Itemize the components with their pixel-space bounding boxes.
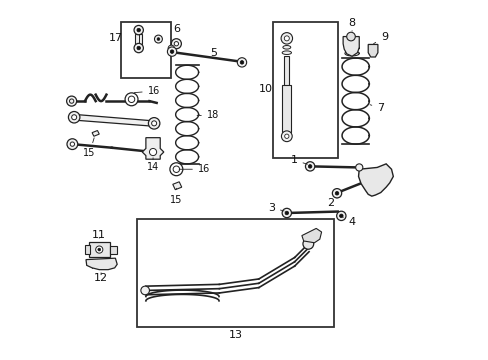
Text: 15: 15 (170, 188, 182, 205)
Circle shape (240, 60, 244, 64)
Text: 15: 15 (83, 138, 96, 158)
Text: 18: 18 (197, 111, 219, 121)
Circle shape (169, 163, 183, 176)
Text: 4: 4 (343, 217, 355, 227)
Polygon shape (92, 131, 99, 136)
Ellipse shape (282, 51, 291, 54)
Circle shape (141, 286, 149, 295)
Polygon shape (74, 114, 153, 126)
Circle shape (154, 35, 162, 43)
Polygon shape (86, 258, 117, 270)
Polygon shape (343, 37, 359, 56)
Circle shape (171, 39, 181, 49)
Text: 13: 13 (228, 330, 242, 340)
Circle shape (308, 234, 316, 242)
Circle shape (70, 142, 74, 146)
Circle shape (137, 28, 140, 32)
Text: 16: 16 (179, 164, 210, 174)
Circle shape (170, 50, 174, 53)
Text: 14: 14 (146, 158, 159, 172)
Text: 12: 12 (94, 273, 108, 283)
Circle shape (98, 248, 101, 251)
Bar (88, 242, 110, 257)
Circle shape (173, 166, 179, 172)
Circle shape (148, 118, 160, 129)
Circle shape (281, 33, 292, 44)
Circle shape (168, 45, 174, 51)
Circle shape (285, 211, 288, 215)
Bar (282, 85, 291, 132)
Bar (137, 220, 333, 327)
Ellipse shape (282, 45, 290, 49)
Circle shape (128, 96, 135, 103)
Circle shape (167, 47, 176, 56)
Circle shape (339, 214, 343, 218)
Circle shape (311, 231, 317, 237)
Circle shape (332, 189, 341, 198)
Text: 9: 9 (373, 32, 387, 44)
Circle shape (303, 238, 313, 249)
Text: 5: 5 (210, 48, 217, 58)
Polygon shape (172, 182, 182, 190)
Circle shape (68, 112, 80, 123)
Circle shape (137, 46, 140, 50)
Text: 11: 11 (92, 230, 106, 239)
Bar (135, 34, 142, 44)
Bar (110, 246, 117, 253)
Circle shape (305, 162, 314, 171)
Circle shape (237, 58, 246, 67)
Polygon shape (142, 138, 163, 159)
Text: 8: 8 (348, 18, 355, 31)
Circle shape (284, 134, 288, 138)
Text: 1: 1 (290, 155, 307, 165)
Bar (284, 56, 289, 87)
Circle shape (355, 164, 362, 171)
Circle shape (67, 139, 78, 149)
Circle shape (281, 131, 292, 141)
Circle shape (134, 43, 143, 53)
Text: 3: 3 (267, 203, 284, 213)
Circle shape (284, 36, 289, 41)
Circle shape (72, 115, 77, 120)
Circle shape (174, 41, 178, 46)
Circle shape (157, 38, 160, 41)
Polygon shape (358, 164, 392, 196)
Bar (121, 22, 171, 78)
Circle shape (346, 32, 355, 41)
Circle shape (335, 192, 338, 195)
Bar (273, 22, 337, 158)
Circle shape (96, 246, 102, 253)
Circle shape (66, 96, 77, 106)
Text: 16: 16 (134, 86, 160, 96)
Circle shape (134, 26, 143, 35)
Circle shape (69, 99, 74, 103)
Polygon shape (367, 44, 377, 57)
Polygon shape (301, 228, 321, 243)
Bar (85, 245, 90, 254)
Circle shape (151, 121, 156, 126)
Circle shape (149, 148, 156, 156)
Circle shape (308, 165, 311, 168)
Circle shape (336, 211, 346, 221)
Text: 10: 10 (259, 84, 272, 94)
Text: 6: 6 (173, 24, 180, 35)
Circle shape (125, 93, 138, 106)
Text: 7: 7 (369, 103, 384, 113)
Text: 2: 2 (326, 198, 336, 208)
Text: 17: 17 (108, 33, 122, 43)
Circle shape (282, 208, 291, 218)
